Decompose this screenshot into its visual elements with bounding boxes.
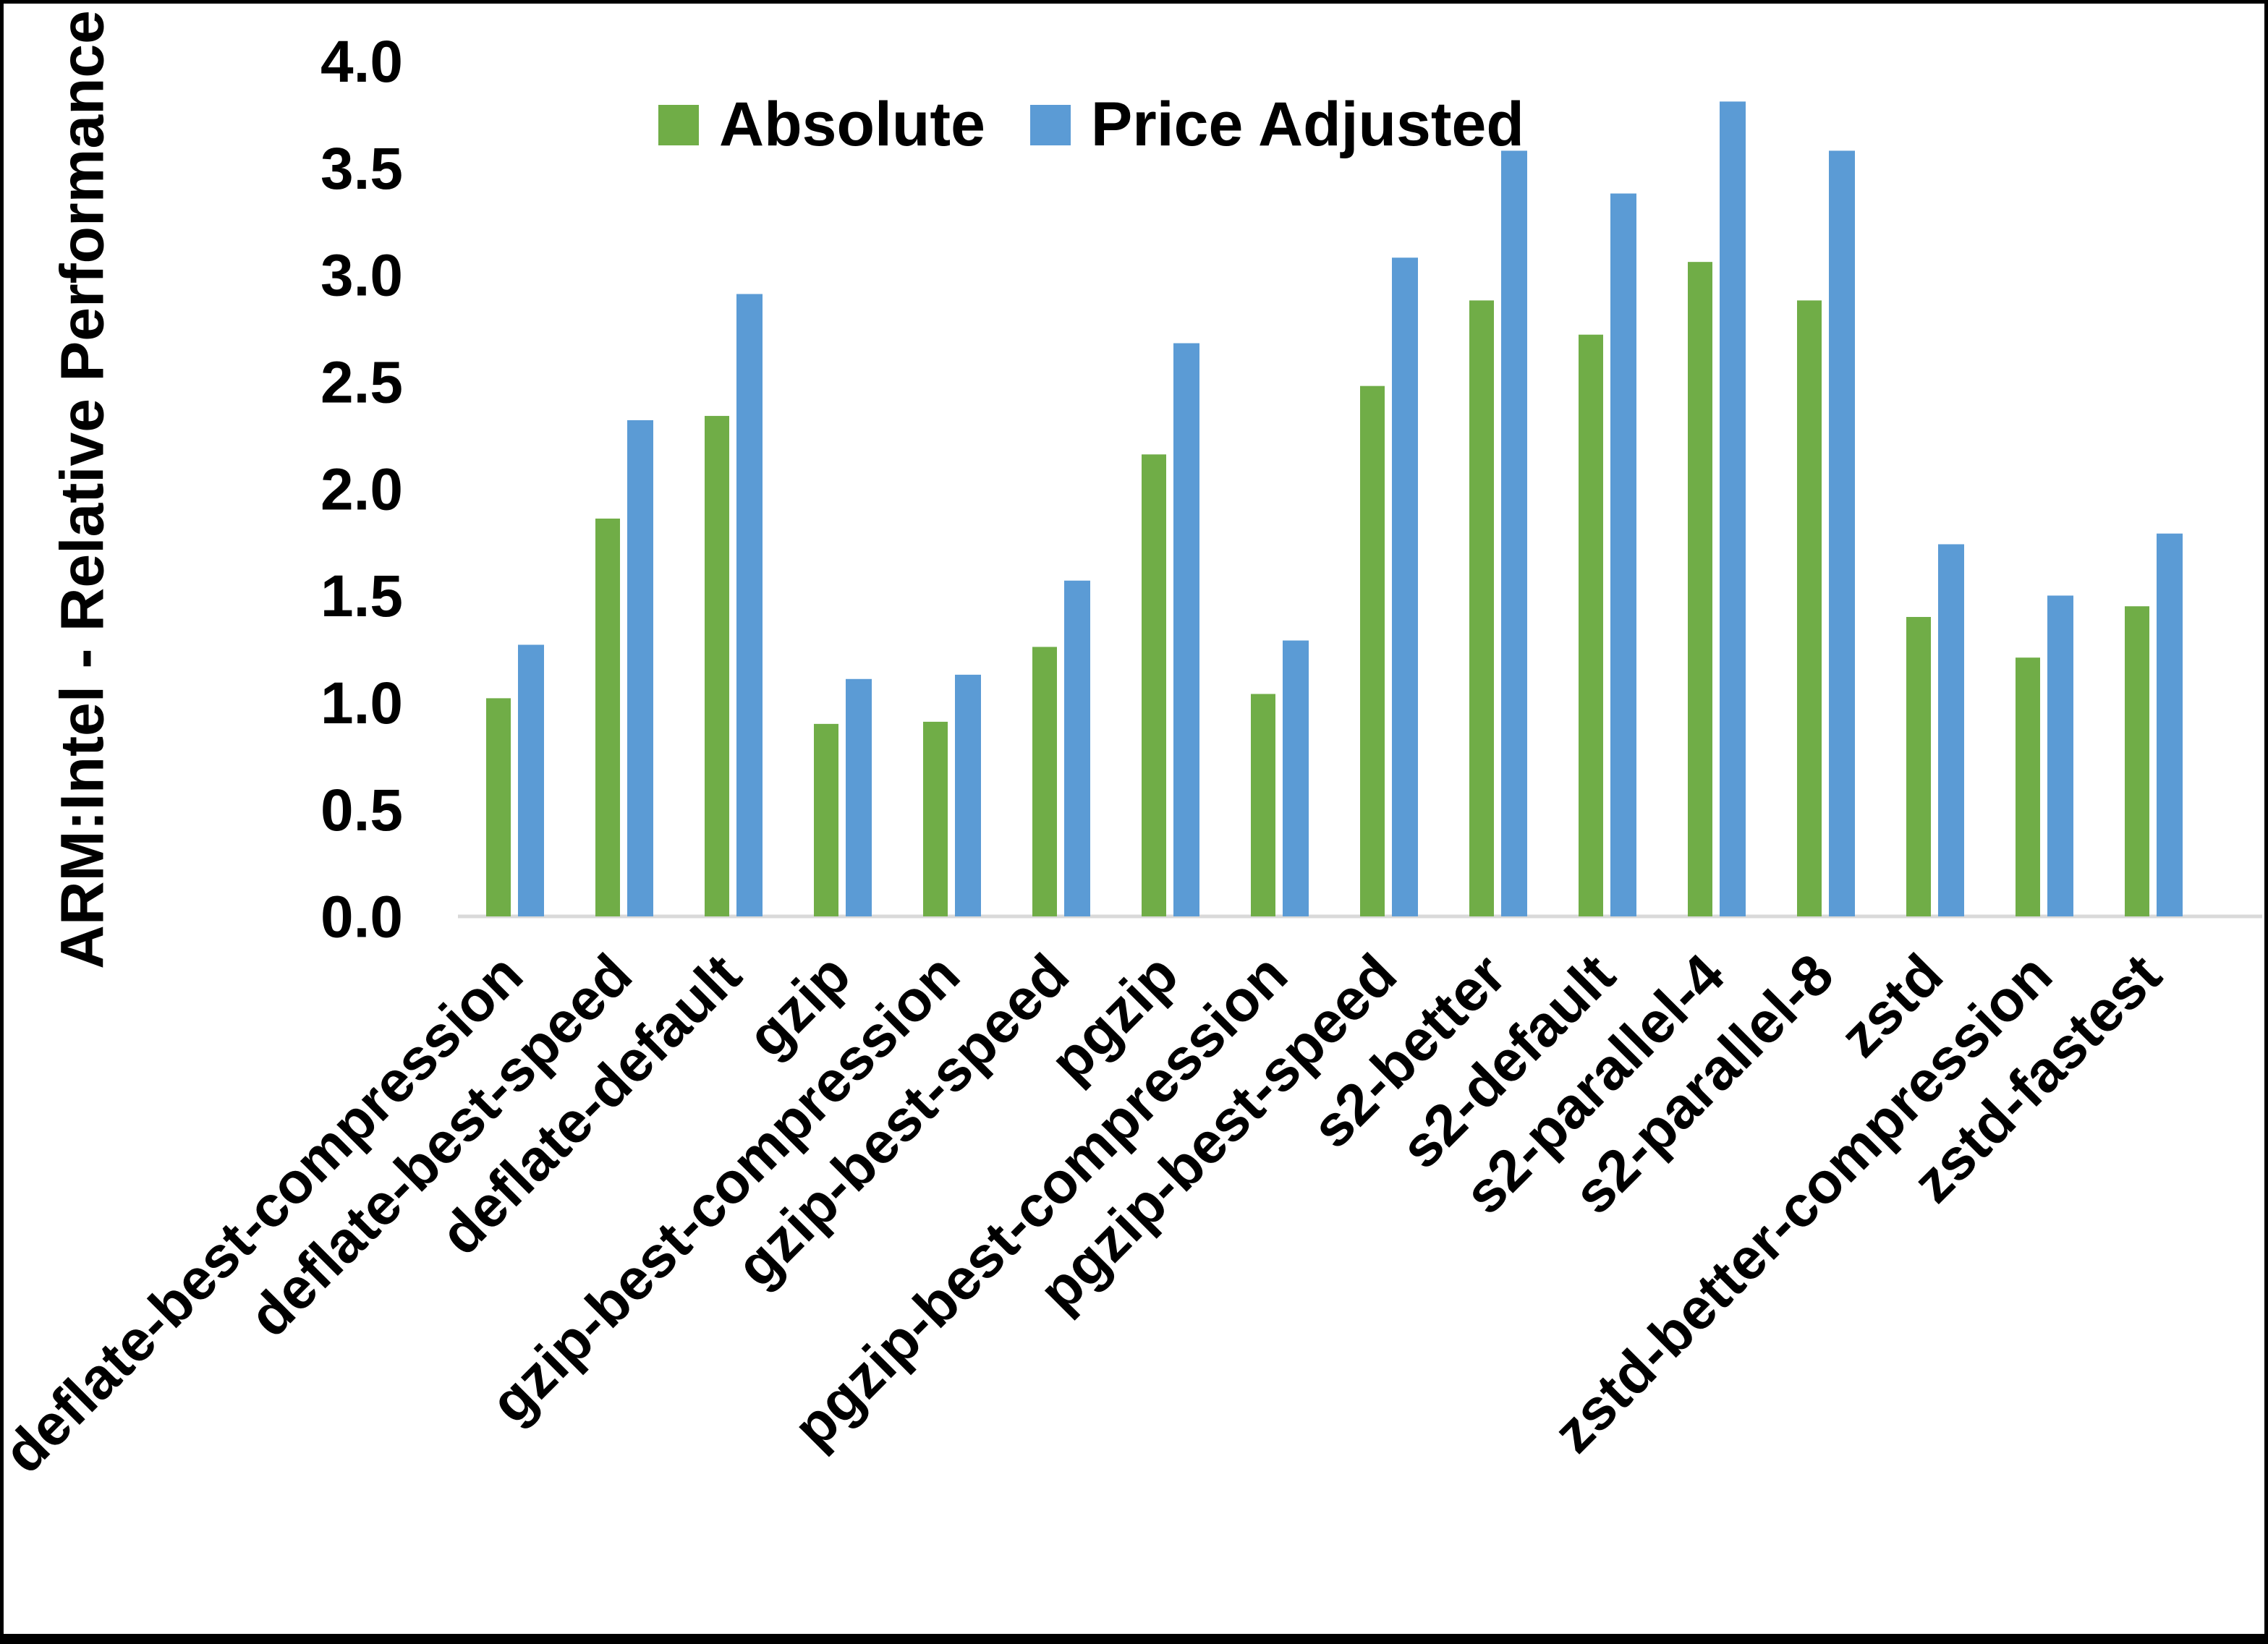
bar-absolute-zstd-better-compression (2016, 657, 2040, 916)
y-tick-label: 3.5 (320, 136, 403, 202)
legend: Absolute Price Adjusted (658, 89, 1524, 161)
bar-price-adjusted-s2-parallel-4 (1720, 101, 1746, 916)
y-tick-label: 0.0 (320, 885, 403, 950)
bar-absolute-s2-better (1469, 300, 1494, 916)
legend-label-absolute: Absolute (719, 90, 985, 159)
y-tick-label: 2.5 (320, 349, 403, 415)
bar-price-adjusted-zstd-fastest (2157, 533, 2183, 916)
bar-price-adjusted-gzip-best-compression (955, 674, 981, 916)
legend-label-price-adjusted: Price Adjusted (1090, 90, 1524, 159)
bar-chart-canvas: 0.0 0.5 1.0 1.5 2.0 2.5 3.0 3.5 4.0 ARM:Intel - R… (4, 10, 2262, 1485)
y-tick-label: 2.0 (320, 456, 403, 522)
bar-absolute-s2-parallel-8 (1797, 300, 1822, 916)
legend-item-price-adjusted: Price Adjusted (1029, 89, 1524, 161)
bar-price-adjusted-zstd (1938, 544, 1964, 916)
bar-absolute-zstd (1906, 617, 1931, 916)
bar-absolute-deflate-best-speed (595, 518, 620, 916)
y-axis-title: ARM:Intel - Relative Performance (48, 10, 116, 969)
bar-price-adjusted-deflate-default (736, 294, 763, 916)
bar-absolute-pgzip (1142, 454, 1166, 916)
bar-price-adjusted-gzip (846, 678, 872, 916)
bar-absolute-pgzip-best-speed (1360, 386, 1385, 916)
bar-price-adjusted-s2-default (1610, 193, 1636, 916)
y-tick-label: 4.0 (320, 29, 403, 95)
y-tick-label: 1.0 (320, 670, 403, 736)
bar-price-adjusted-zstd-better-compression (2047, 595, 2073, 916)
legend-item-absolute: Absolute (658, 89, 985, 161)
bar-price-adjusted-pgzip-best-speed (1392, 257, 1418, 916)
bar-absolute-gzip (814, 723, 838, 916)
legend-swatch-price-adjusted-icon (1029, 104, 1071, 145)
bar-absolute-deflate-best-compression (486, 698, 511, 916)
y-tick-label: 0.5 (320, 778, 403, 843)
bar-absolute-s2-default (1579, 334, 1603, 916)
bar-absolute-deflate-default (705, 416, 729, 916)
bar-price-adjusted-deflate-best-speed (627, 419, 653, 916)
bar-absolute-s2-parallel-4 (1688, 262, 1712, 917)
bar-absolute-gzip-best-compression (923, 721, 948, 916)
bar-price-adjusted-pgzip (1173, 343, 1199, 916)
bar-absolute-gzip-best-speed (1032, 647, 1057, 916)
bar-price-adjusted-s2-better (1501, 150, 1527, 916)
bar-price-adjusted-deflate-best-compression (518, 644, 544, 916)
bar-price-adjusted-gzip-best-speed (1064, 580, 1090, 916)
bar-absolute-pgzip-best-compression (1251, 694, 1275, 916)
y-tick-label: 3.0 (320, 243, 403, 309)
y-tick-label: 1.5 (320, 563, 403, 629)
bar-absolute-zstd-fastest (2125, 606, 2149, 916)
legend-swatch-absolute-icon (658, 104, 699, 145)
bar-price-adjusted-s2-parallel-8 (1829, 150, 1855, 916)
bar-price-adjusted-pgzip-best-compression (1283, 640, 1309, 916)
